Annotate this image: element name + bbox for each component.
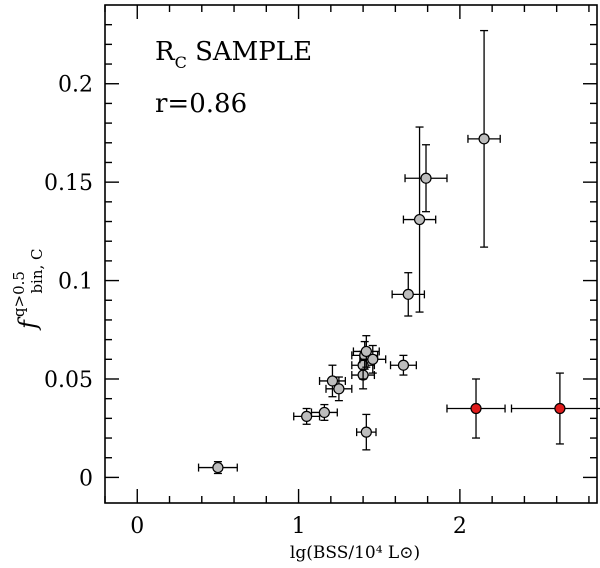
y-tick-label: 0.05 [44,368,93,393]
series-2 [446,372,600,445]
data-point [420,172,432,184]
data-point [212,461,224,474]
y-tick-label: 0.1 [58,270,93,295]
x-tick-label: 1 [292,514,306,539]
x-tick-label: 0 [130,514,144,539]
axis-ticks [104,5,597,503]
x-axis-label: lg(BSS/10⁴ L⊙) [290,543,420,563]
axis-tick-labels: 0 1 2 0 0.05 0.1 0.15 0.2 [44,73,467,539]
data-point [554,402,566,415]
data-point [360,426,372,438]
data-point [413,213,426,226]
data-point [360,345,372,358]
annotation-sample: RC SAMPLE [155,37,312,72]
data-point [301,410,313,422]
data-point [318,406,330,419]
data-point [333,383,345,395]
svg-text:bin, C: bin, C [28,248,46,293]
y-tick-label: 0.2 [58,73,93,98]
data-point [478,133,490,145]
annotation-correlation: r=0.86 [155,89,247,119]
series-1 [197,29,501,475]
data-point [470,402,482,415]
data-point [367,353,379,365]
y-tick-label: 0.15 [44,171,93,196]
data-points [197,29,600,475]
plot-frame [104,4,598,504]
y-tick-label: 0 [79,466,93,491]
data-point [397,359,410,371]
x-tick-label: 2 [453,514,467,539]
data-point [326,375,339,387]
data-point [402,288,414,300]
